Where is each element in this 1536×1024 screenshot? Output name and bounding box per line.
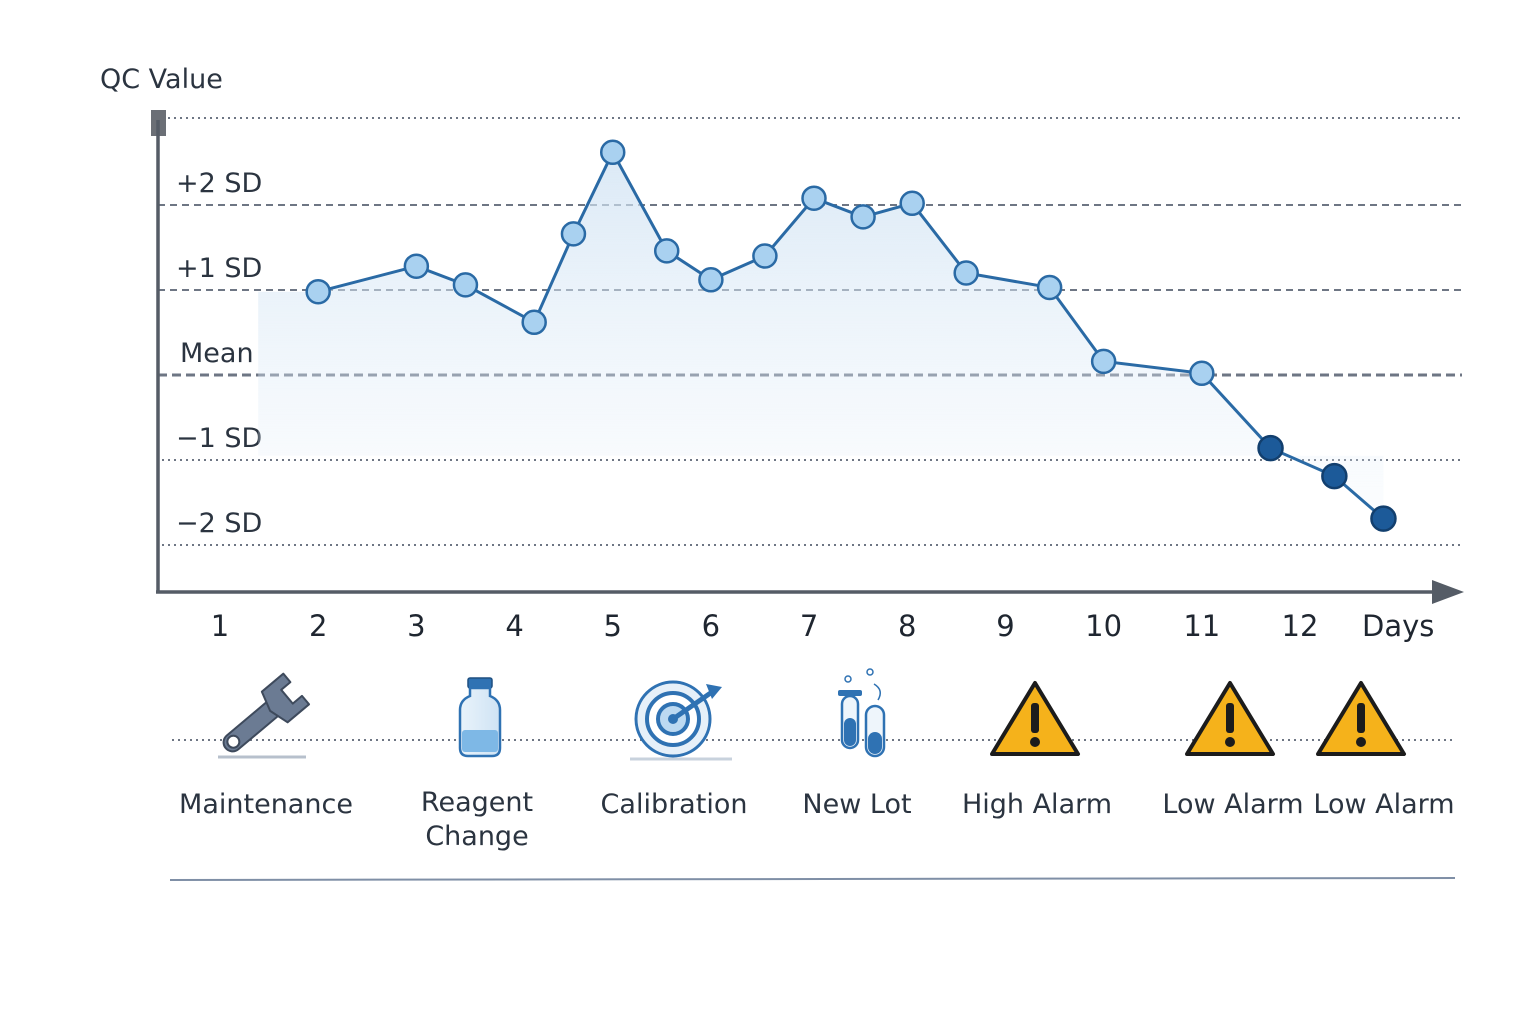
warning-icon (1316, 681, 1406, 756)
data-point (752, 243, 778, 269)
event-label: New Lot (802, 789, 911, 820)
x-tick-labels: 1 2 3 4 5 6 7 8 9 10 11 12 (211, 609, 1319, 643)
bottom-divider (169, 877, 1456, 881)
reagent-bottle-icon (458, 677, 502, 758)
warning-icons (990, 681, 1406, 756)
x-axis-arrow (1432, 580, 1464, 604)
y-tick-label: +2 SD (176, 168, 262, 199)
alarm-point (1321, 462, 1348, 490)
data-point (801, 185, 827, 211)
event-labels: Maintenance Reagent Change Calibration New L… (179, 787, 1455, 852)
data-point (1090, 348, 1117, 375)
data-point (1189, 360, 1215, 387)
alarm-point (1257, 434, 1284, 462)
y-axis-title: QC Value (100, 64, 223, 95)
data-point (953, 260, 979, 286)
y-tick-label: −1 SD (176, 423, 262, 454)
data-point (1036, 274, 1063, 301)
y-tick-labels: +2 SD +1 SD Mean −1 SD −2 SD (176, 168, 262, 539)
event-label: Low Alarm (1313, 789, 1454, 820)
alarm-point (1370, 505, 1397, 532)
data-point (560, 221, 587, 247)
test-tubes-icon (838, 668, 886, 758)
x-tick-label: 6 (702, 609, 720, 643)
y-tick-label: Mean (180, 338, 254, 369)
calibration-target-icon (634, 680, 722, 758)
x-axis-title: Days (1362, 609, 1434, 643)
y-tick-label: −2 SD (176, 508, 262, 539)
x-tick-label: 7 (800, 609, 818, 643)
data-points (305, 139, 1397, 532)
event-label: Calibration (601, 789, 748, 820)
y-tick-label: +1 SD (176, 253, 262, 284)
x-tick-label: 2 (309, 609, 327, 643)
x-tick-label: 5 (604, 609, 622, 643)
wrench-icon (222, 672, 311, 753)
warning-icon (990, 681, 1080, 756)
x-tick-label: 1 (211, 609, 229, 643)
data-point (698, 267, 724, 293)
data-point (653, 238, 680, 264)
data-point (452, 272, 479, 298)
data-point (305, 278, 331, 305)
event-label: Maintenance (179, 789, 353, 820)
data-point (599, 139, 626, 166)
x-tick-label: 11 (1183, 609, 1220, 643)
event-label: Low Alarm (1162, 789, 1303, 820)
x-tick-label: 12 (1282, 609, 1319, 643)
data-point (899, 190, 925, 217)
series-area (258, 152, 1384, 519)
data-point (850, 204, 876, 230)
x-tick-label: 3 (407, 609, 425, 643)
warning-icon (1185, 681, 1275, 756)
x-tick-label: 8 (898, 609, 916, 643)
x-tick-label: 9 (996, 609, 1014, 643)
x-tick-label: 10 (1085, 609, 1122, 643)
event-label: High Alarm (962, 789, 1112, 820)
data-point (521, 309, 547, 336)
x-tick-label: 4 (505, 609, 523, 643)
data-point (403, 253, 430, 279)
event-label: Reagent Change (421, 787, 533, 852)
